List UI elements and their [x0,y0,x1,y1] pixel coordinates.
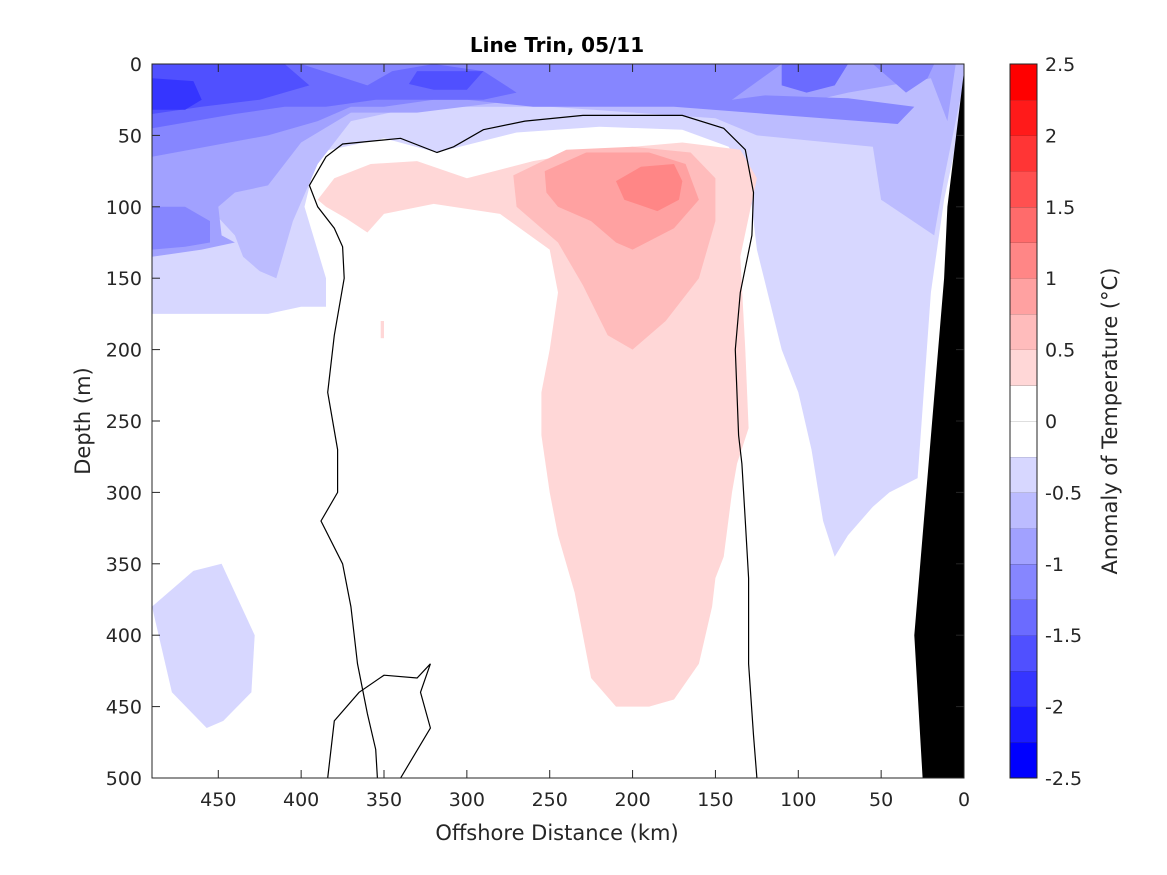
zero-contour-lines [308,114,758,778]
colorbar: -2.5 -2 -1.5 -1 -0.5 0 0.5 1 1.5 2 2.5 [1009,54,1082,790]
y-tick-label: 300 [106,482,142,504]
colorbar-swatch [1010,635,1037,672]
x-axis-ticks: 450 400 350 300 250 200 150 100 50 0 [200,64,970,811]
colorbar-label: Anomaly of Temperature (°C) [1098,268,1122,575]
colorbar-swatch [1010,456,1037,493]
y-axis-label: Depth (m) [71,367,95,474]
contour-region-level--0.25-1 [152,563,255,728]
x-tick-label: 0 [958,789,970,811]
colorbar-frame [1009,63,1038,779]
x-tick-label: 450 [200,789,236,811]
y-tick-label: 500 [106,768,142,790]
colorbar-tick-label: 1.5 [1045,197,1075,219]
colorbar-swatch [1010,278,1037,315]
y-tick-label: 150 [106,268,142,290]
zero-contour-line-0 [308,114,758,778]
colorbar-tick-label: -2 [1045,697,1064,719]
y-tick-label: 100 [106,197,142,219]
colorbar-swatch [1010,99,1037,136]
colorbar-swatch [1010,64,1037,100]
x-tick-label: 200 [614,789,650,811]
colorbar-ticks: -2.5 -2 -1.5 -1 -0.5 0 0.5 1 1.5 2 2.5 [1045,54,1082,790]
contour-region-level-0.25-1 [380,321,384,339]
colorbar-swatch [1010,135,1037,172]
colorbar-swatch [1010,528,1037,565]
filled-contour-regions [152,64,964,728]
colorbar-tick-label: 2.5 [1045,54,1075,76]
x-tick-label: 250 [532,789,568,811]
colorbar-tick-label: 0.5 [1045,340,1075,362]
colorbar-swatch [1010,421,1037,457]
bathymetry-land [914,71,964,778]
colorbar-tick-label: -0.5 [1045,482,1082,504]
x-tick-label: 150 [697,789,733,811]
land-mask [914,71,964,778]
contour-region-level--0.25-0 [152,64,964,557]
colorbar-swatch [1010,349,1037,386]
contour-region-level--1.75-0 [152,78,202,110]
colorbar-swatch [1010,171,1037,208]
chart-title: Line Trin, 05/11 [470,33,644,57]
y-axis-ticks: 0 50 100 150 200 250 300 350 400 450 500 [106,54,964,790]
x-tick-label: 350 [366,789,402,811]
y-tick-label: 200 [106,340,142,362]
x-axis-label: Offshore Distance (km) [435,821,678,845]
colorbar-swatch [1010,670,1037,707]
colorbar-swatch [1010,242,1037,279]
colorbar-tick-label: -2.5 [1045,768,1082,790]
colorbar-tick-label: -1 [1045,554,1064,576]
y-tick-label: 350 [106,554,142,576]
colorbar-tick-label: 1 [1045,268,1057,290]
colorbar-swatch [1010,492,1037,529]
colorbar-swatch [1010,385,1037,422]
colorbar-tick-label: 2 [1045,125,1057,147]
y-tick-label: 250 [106,411,142,433]
y-tick-label: 50 [118,125,142,147]
plot-area: 450 400 350 300 250 200 150 100 50 0 050100150200… [106,54,970,811]
contour-region-level--1.5-1 [408,71,484,90]
colorbar-tick-label: 0 [1045,411,1057,433]
colorbar-swatch [1010,742,1037,779]
colorbar-swatch [1010,599,1037,636]
contour-region-level--0.5-0 [152,64,964,279]
x-tick-label: 100 [780,789,816,811]
zero-contour-line-1 [327,663,432,778]
x-tick-label: 300 [449,789,485,811]
contour-region-level--0.75-0 [152,64,956,257]
y-tick-label: 0 [130,54,142,76]
colorbar-swatch [1010,563,1037,600]
colorbar-tick-label: -1.5 [1045,625,1082,647]
y-tick-label: 400 [106,625,142,647]
contour-region-level--1-1 [152,206,210,250]
x-tick-label: 50 [869,789,893,811]
contour-region-level-1-0 [616,164,683,212]
colorbar-swatch [1010,206,1037,243]
colorbar-swatch [1010,706,1037,743]
colorbar-swatches [1010,63,1037,779]
y-tick-label: 450 [106,697,142,719]
x-tick-label: 400 [283,789,319,811]
colorbar-swatch [1010,313,1037,350]
